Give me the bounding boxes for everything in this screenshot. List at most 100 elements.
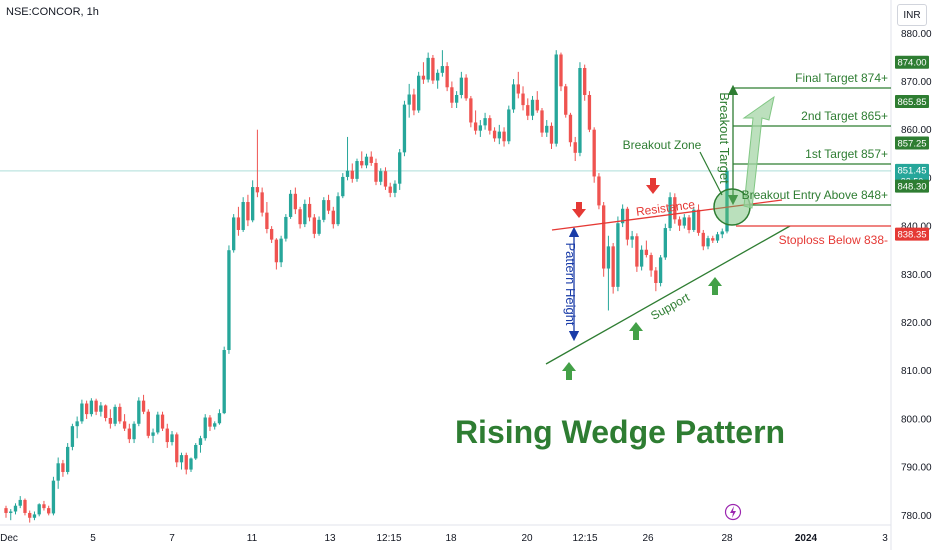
candle-body	[578, 67, 582, 153]
candle	[336, 192, 340, 227]
price-tag-bg	[895, 227, 929, 241]
time-axis[interactable]: Dec 5 7 11 13 12:15 18 20 12:15 26 28 2024 3	[0, 533, 888, 544]
candlestick-series	[4, 50, 729, 523]
candle	[379, 168, 383, 186]
candle-body	[398, 152, 402, 184]
drawing-layer: Pattern Height Resistance Support Breako…	[455, 71, 891, 521]
candle-body	[141, 400, 146, 412]
candle-body	[4, 508, 8, 513]
candle-body	[156, 414, 160, 433]
candle	[426, 52, 430, 83]
candle-body	[203, 417, 207, 439]
candle-body	[492, 130, 497, 139]
candle	[208, 415, 212, 431]
event-lightning-icon[interactable]	[724, 503, 742, 521]
price-tick-label: 840.00	[901, 222, 932, 233]
candle-body	[70, 426, 75, 447]
candle-body	[307, 203, 312, 218]
price-tag: 848.30	[895, 179, 929, 193]
candle-body	[213, 423, 217, 427]
candle	[108, 409, 113, 429]
candle-body	[350, 170, 354, 179]
candle	[222, 346, 226, 415]
price-tag-label: 838.35	[897, 230, 926, 241]
price-tick-label: 820.00	[901, 318, 932, 329]
candle	[232, 214, 236, 253]
candle-body	[208, 417, 212, 427]
candle	[540, 108, 544, 137]
time-tick-label: 5	[90, 533, 96, 544]
candle	[236, 206, 241, 236]
resistance-touch-arrow	[572, 202, 586, 218]
candle	[13, 503, 18, 515]
price-tag-bg	[895, 179, 929, 193]
candle-body	[564, 86, 568, 115]
candle	[488, 115, 492, 135]
candle	[345, 136, 350, 181]
candle-body	[654, 270, 658, 283]
candle-body	[625, 208, 630, 240]
breakout-zone-pointer	[699, 151, 723, 196]
candle-body	[540, 110, 544, 133]
candle	[103, 404, 108, 422]
price-tag: 838.35	[895, 227, 929, 241]
candle-body	[75, 421, 79, 427]
currency-button[interactable]: INR	[897, 4, 927, 26]
candle-body	[32, 514, 37, 518]
support-line	[545, 225, 791, 365]
candle	[616, 216, 620, 292]
candle	[620, 204, 625, 228]
candle	[654, 267, 658, 292]
candle-body	[355, 161, 359, 179]
candle-body	[118, 406, 122, 422]
time-tick-label: 2024	[795, 533, 818, 544]
candle	[511, 79, 516, 113]
candle-body	[554, 54, 558, 144]
candle-body	[9, 511, 13, 513]
candle-body	[568, 114, 573, 143]
price-tag: 857.25	[895, 136, 929, 150]
candle-body	[521, 93, 525, 106]
candle	[241, 197, 245, 232]
candle-body	[274, 239, 279, 263]
candle-body	[450, 87, 454, 103]
candle-body	[198, 438, 203, 445]
candle	[587, 91, 592, 133]
candle	[51, 476, 56, 516]
candle-body	[478, 125, 483, 131]
candle-body	[706, 238, 710, 247]
candle-body	[611, 246, 615, 287]
candle-body	[137, 400, 141, 424]
candle	[469, 95, 473, 128]
candle-body	[175, 434, 179, 463]
candle-body	[260, 192, 264, 213]
candle	[160, 411, 165, 431]
candle-body	[56, 463, 60, 481]
candle	[317, 216, 321, 236]
candle-body	[37, 504, 41, 515]
candle	[412, 88, 416, 116]
candle	[32, 511, 37, 521]
price-tag: 865.85	[895, 94, 929, 108]
candle	[711, 235, 715, 243]
candle	[122, 414, 127, 431]
time-tick-label: 3	[882, 533, 888, 544]
candle-body	[246, 202, 250, 221]
candle	[725, 168, 729, 234]
candle	[175, 432, 179, 468]
candle-body	[658, 257, 663, 283]
candle	[507, 105, 511, 145]
candle-body	[127, 428, 131, 440]
candle	[179, 452, 184, 470]
candle	[696, 204, 701, 236]
candle-body	[454, 94, 459, 103]
candle-body	[336, 196, 340, 225]
candle-body	[227, 250, 231, 351]
candle	[66, 443, 70, 475]
candle	[450, 81, 454, 109]
candle	[440, 50, 445, 77]
candle	[37, 503, 41, 517]
price-tag: 874.00	[895, 55, 929, 69]
candle	[431, 54, 435, 84]
